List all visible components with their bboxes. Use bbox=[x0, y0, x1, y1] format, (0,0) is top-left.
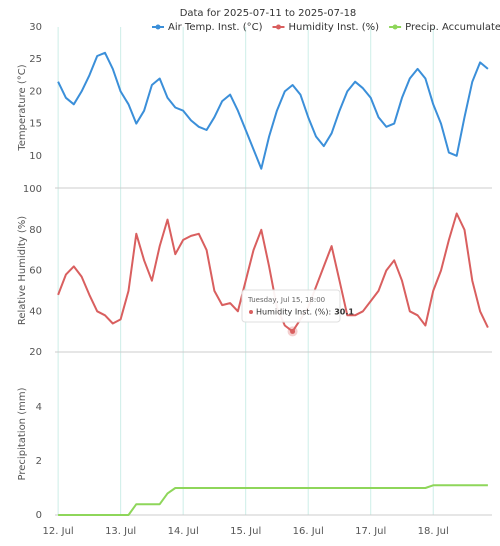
x-tick-label: 16. Jul bbox=[293, 526, 324, 537]
tooltip: Tuesday, Jul 15, 18:00 Humidity Inst. (%)… bbox=[241, 289, 354, 323]
y-tick-label: 60 bbox=[29, 266, 42, 277]
y-tick-label: 0 bbox=[36, 510, 42, 521]
y-tick-label: 25 bbox=[29, 54, 42, 65]
legend-marker bbox=[155, 24, 161, 30]
y-axis-title: Temperature (°C) bbox=[17, 64, 28, 151]
x-tick-label: 14. Jul bbox=[168, 526, 199, 537]
x-tick-label: 17. Jul bbox=[355, 526, 386, 537]
x-tick-label: 13. Jul bbox=[105, 526, 136, 537]
y-tick-label: 30 bbox=[29, 22, 42, 33]
y-tick-label: 4 bbox=[36, 402, 42, 413]
y-tick-label: 10 bbox=[29, 151, 42, 162]
series-line bbox=[57, 51, 489, 170]
y-tick-label: 15 bbox=[29, 119, 42, 130]
tooltip-box bbox=[241, 289, 341, 323]
y-tick-label: 20 bbox=[29, 347, 42, 358]
y-tick-label: 40 bbox=[29, 306, 42, 317]
hover-point bbox=[290, 328, 296, 334]
chart-title: Data for 2025-07-11 to 2025-07-18 bbox=[180, 8, 357, 19]
y-tick-label: 80 bbox=[29, 225, 42, 236]
series-line bbox=[58, 484, 488, 516]
tooltip-value: 30.1 bbox=[334, 308, 354, 317]
legend-label: Humidity Inst. (%) bbox=[288, 22, 379, 33]
y-tick-label: 100 bbox=[23, 184, 42, 195]
tooltip-date: Tuesday, Jul 15, 18:00 bbox=[247, 296, 325, 304]
tooltip-dot bbox=[249, 310, 253, 314]
legend-label: Air Temp. Inst. (°C) bbox=[168, 22, 263, 33]
series-line bbox=[57, 212, 489, 333]
legend-marker bbox=[392, 24, 398, 30]
y-axis-title: Precipitation (mm) bbox=[17, 387, 28, 480]
y-tick-label: 20 bbox=[29, 86, 42, 97]
y-tick-label: 2 bbox=[36, 456, 42, 467]
legend-marker bbox=[275, 24, 281, 30]
x-tick-label: 12. Jul bbox=[43, 526, 74, 537]
tooltip-label: Humidity Inst. (%): bbox=[256, 308, 331, 317]
x-tick-label: 18. Jul bbox=[418, 526, 449, 537]
x-tick-label: 15. Jul bbox=[230, 526, 261, 537]
legend-label: Precip. Accumulated (mm) bbox=[405, 22, 500, 33]
y-axis-title: Relative Humidity (%) bbox=[17, 216, 28, 325]
